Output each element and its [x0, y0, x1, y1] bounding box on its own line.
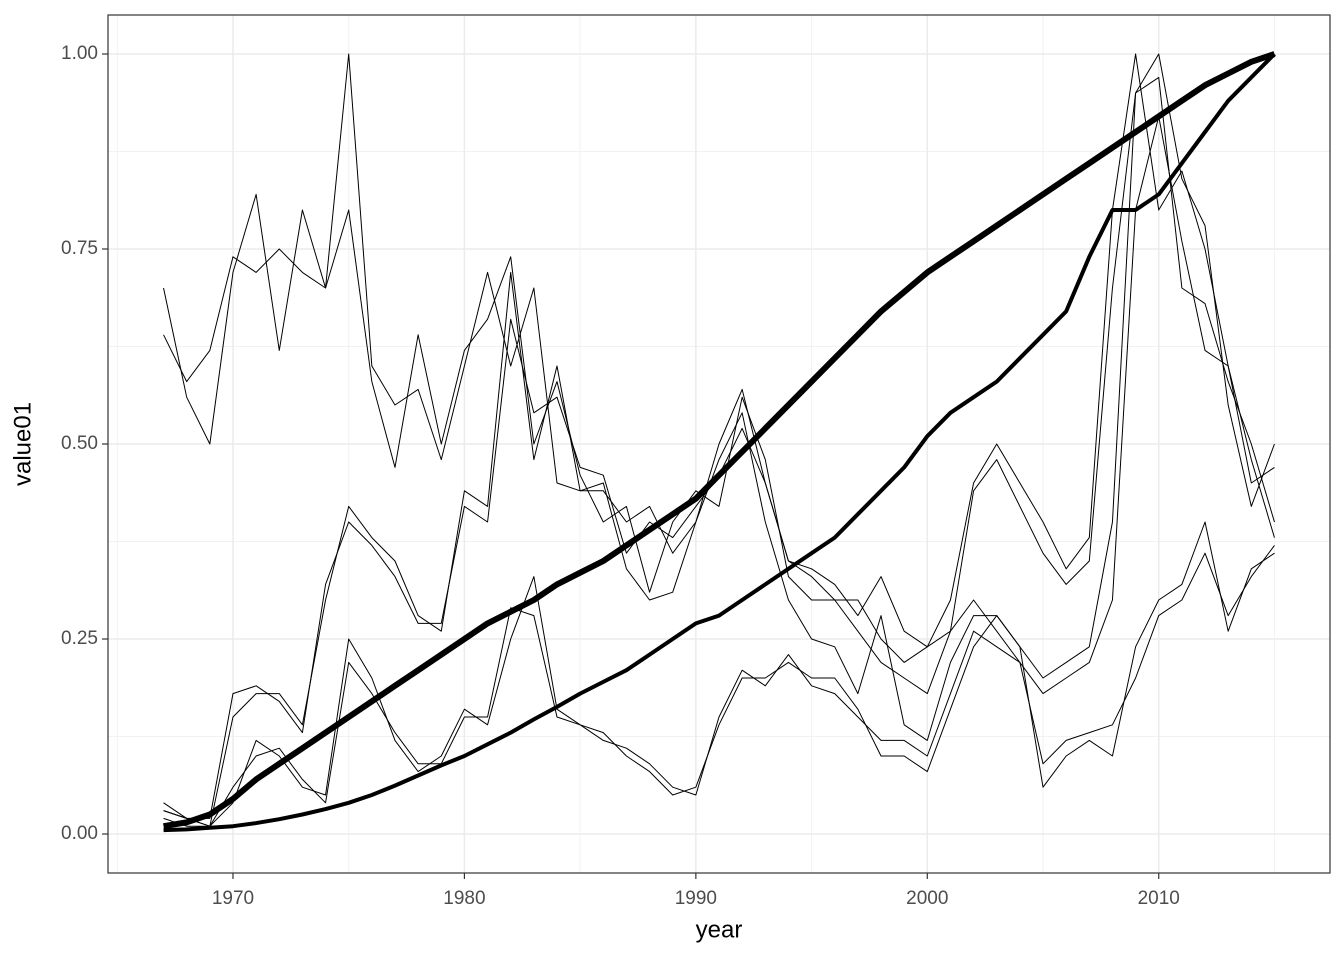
x-tick-label: 1990 [675, 888, 717, 909]
series-line [163, 76, 1275, 827]
x-tick-label: 1970 [212, 888, 254, 909]
y-tick-label: 0.75 [61, 238, 98, 259]
series-line [163, 53, 1275, 663]
y-axis-title: value01 [9, 402, 36, 486]
y-tick-label: 1.00 [61, 43, 98, 64]
y-tick-label: 0.00 [61, 823, 98, 844]
y-tick-label: 0.25 [61, 628, 98, 649]
x-axis-title: year [696, 916, 743, 943]
series-line [163, 52, 1276, 833]
series-line [163, 545, 1275, 827]
series-line [163, 53, 1275, 648]
x-tick-label: 2010 [1138, 888, 1180, 909]
x-tick-label: 2000 [906, 888, 948, 909]
series-line [163, 115, 1275, 819]
x-tick-label: 1980 [443, 888, 485, 909]
y-tick-label: 0.50 [61, 433, 98, 454]
panel-border [107, 14, 1331, 874]
series-line [163, 521, 1275, 827]
series-line [163, 51, 1276, 830]
